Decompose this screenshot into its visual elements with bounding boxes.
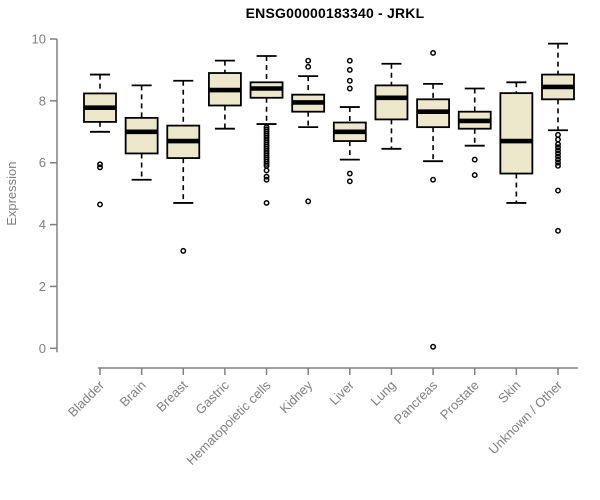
box-group-kidney	[291, 57, 326, 205]
x-tick-label: Brain	[117, 378, 149, 410]
outlier-point	[305, 198, 312, 205]
y-tick-label: 10	[32, 32, 46, 47]
outlier-point	[305, 57, 312, 64]
outlier-point	[263, 176, 270, 183]
x-tick-label: Prostate	[437, 378, 482, 423]
iqr-box	[374, 84, 409, 121]
outlier-point	[346, 77, 353, 84]
box-group-bladder	[83, 73, 117, 208]
outlier-point	[430, 343, 437, 350]
outlier-point	[471, 156, 478, 163]
outlier-point	[97, 201, 103, 208]
box-group-pancreas	[416, 49, 450, 350]
iqr-box	[124, 116, 159, 155]
outlier-point	[180, 247, 187, 254]
x-tick-label: Liver	[326, 377, 357, 408]
outlier-point	[555, 153, 561, 160]
outlier-point	[555, 150, 561, 157]
outlier-point	[97, 161, 103, 168]
y-tick-label: 2	[39, 279, 46, 294]
y-axis: 0 2 4 6 8 10 Expression	[4, 32, 58, 356]
outlier-point	[97, 164, 103, 171]
outlier-point	[555, 141, 561, 148]
box-group-skin	[499, 81, 534, 204]
outlier-point	[346, 66, 353, 73]
y-axis-title: Expression	[4, 161, 19, 225]
outlier-point	[555, 144, 561, 151]
outlier-point	[346, 57, 353, 64]
box-group-brain	[124, 84, 159, 181]
outlier-point	[555, 227, 561, 234]
box-group-gastric	[208, 59, 242, 130]
outlier-point	[555, 156, 561, 163]
box-group-liver	[332, 57, 367, 185]
x-tick-label: Lung	[368, 378, 399, 409]
y-tick-label: 6	[39, 155, 46, 170]
x-tick-label: Bladder	[65, 377, 108, 420]
outlier-point	[555, 147, 561, 154]
box-group-hematopoietic-cells	[249, 55, 284, 206]
x-tick-label: Unknown / Other	[486, 377, 566, 457]
outlier-point	[555, 131, 561, 138]
outlier-point	[555, 136, 561, 143]
chart-title: ENSG00000183340 - JRKL	[245, 5, 425, 21]
outlier-point	[346, 85, 353, 92]
outlier-point	[263, 167, 270, 174]
x-tick-label: Breast	[153, 377, 190, 414]
iqr-box	[499, 92, 534, 175]
x-tick-label: Kidney	[277, 377, 316, 416]
outlier-point	[346, 170, 353, 177]
y-tick-label: 0	[39, 341, 46, 356]
x-tick-label: Skin	[495, 378, 523, 406]
box-group-lung	[374, 62, 409, 150]
box-group-unknown-other	[541, 42, 575, 234]
x-tick-label: Pancreas	[391, 377, 441, 427]
outlier-point	[305, 63, 312, 70]
outlier-point	[263, 199, 270, 206]
outlier-point	[555, 187, 561, 194]
y-tick-label: 4	[39, 217, 46, 232]
box-group-breast	[166, 79, 201, 254]
box-group-prostate	[457, 87, 492, 179]
outlier-point	[471, 172, 478, 179]
outlier-point	[430, 176, 437, 183]
y-tick-label: 8	[39, 93, 46, 108]
outlier-point	[346, 178, 353, 185]
outlier-point	[555, 162, 561, 169]
outlier-point	[430, 49, 437, 56]
outlier-point	[555, 159, 561, 166]
outlier-point	[263, 173, 270, 180]
x-tick-label: Gastric	[192, 377, 232, 417]
